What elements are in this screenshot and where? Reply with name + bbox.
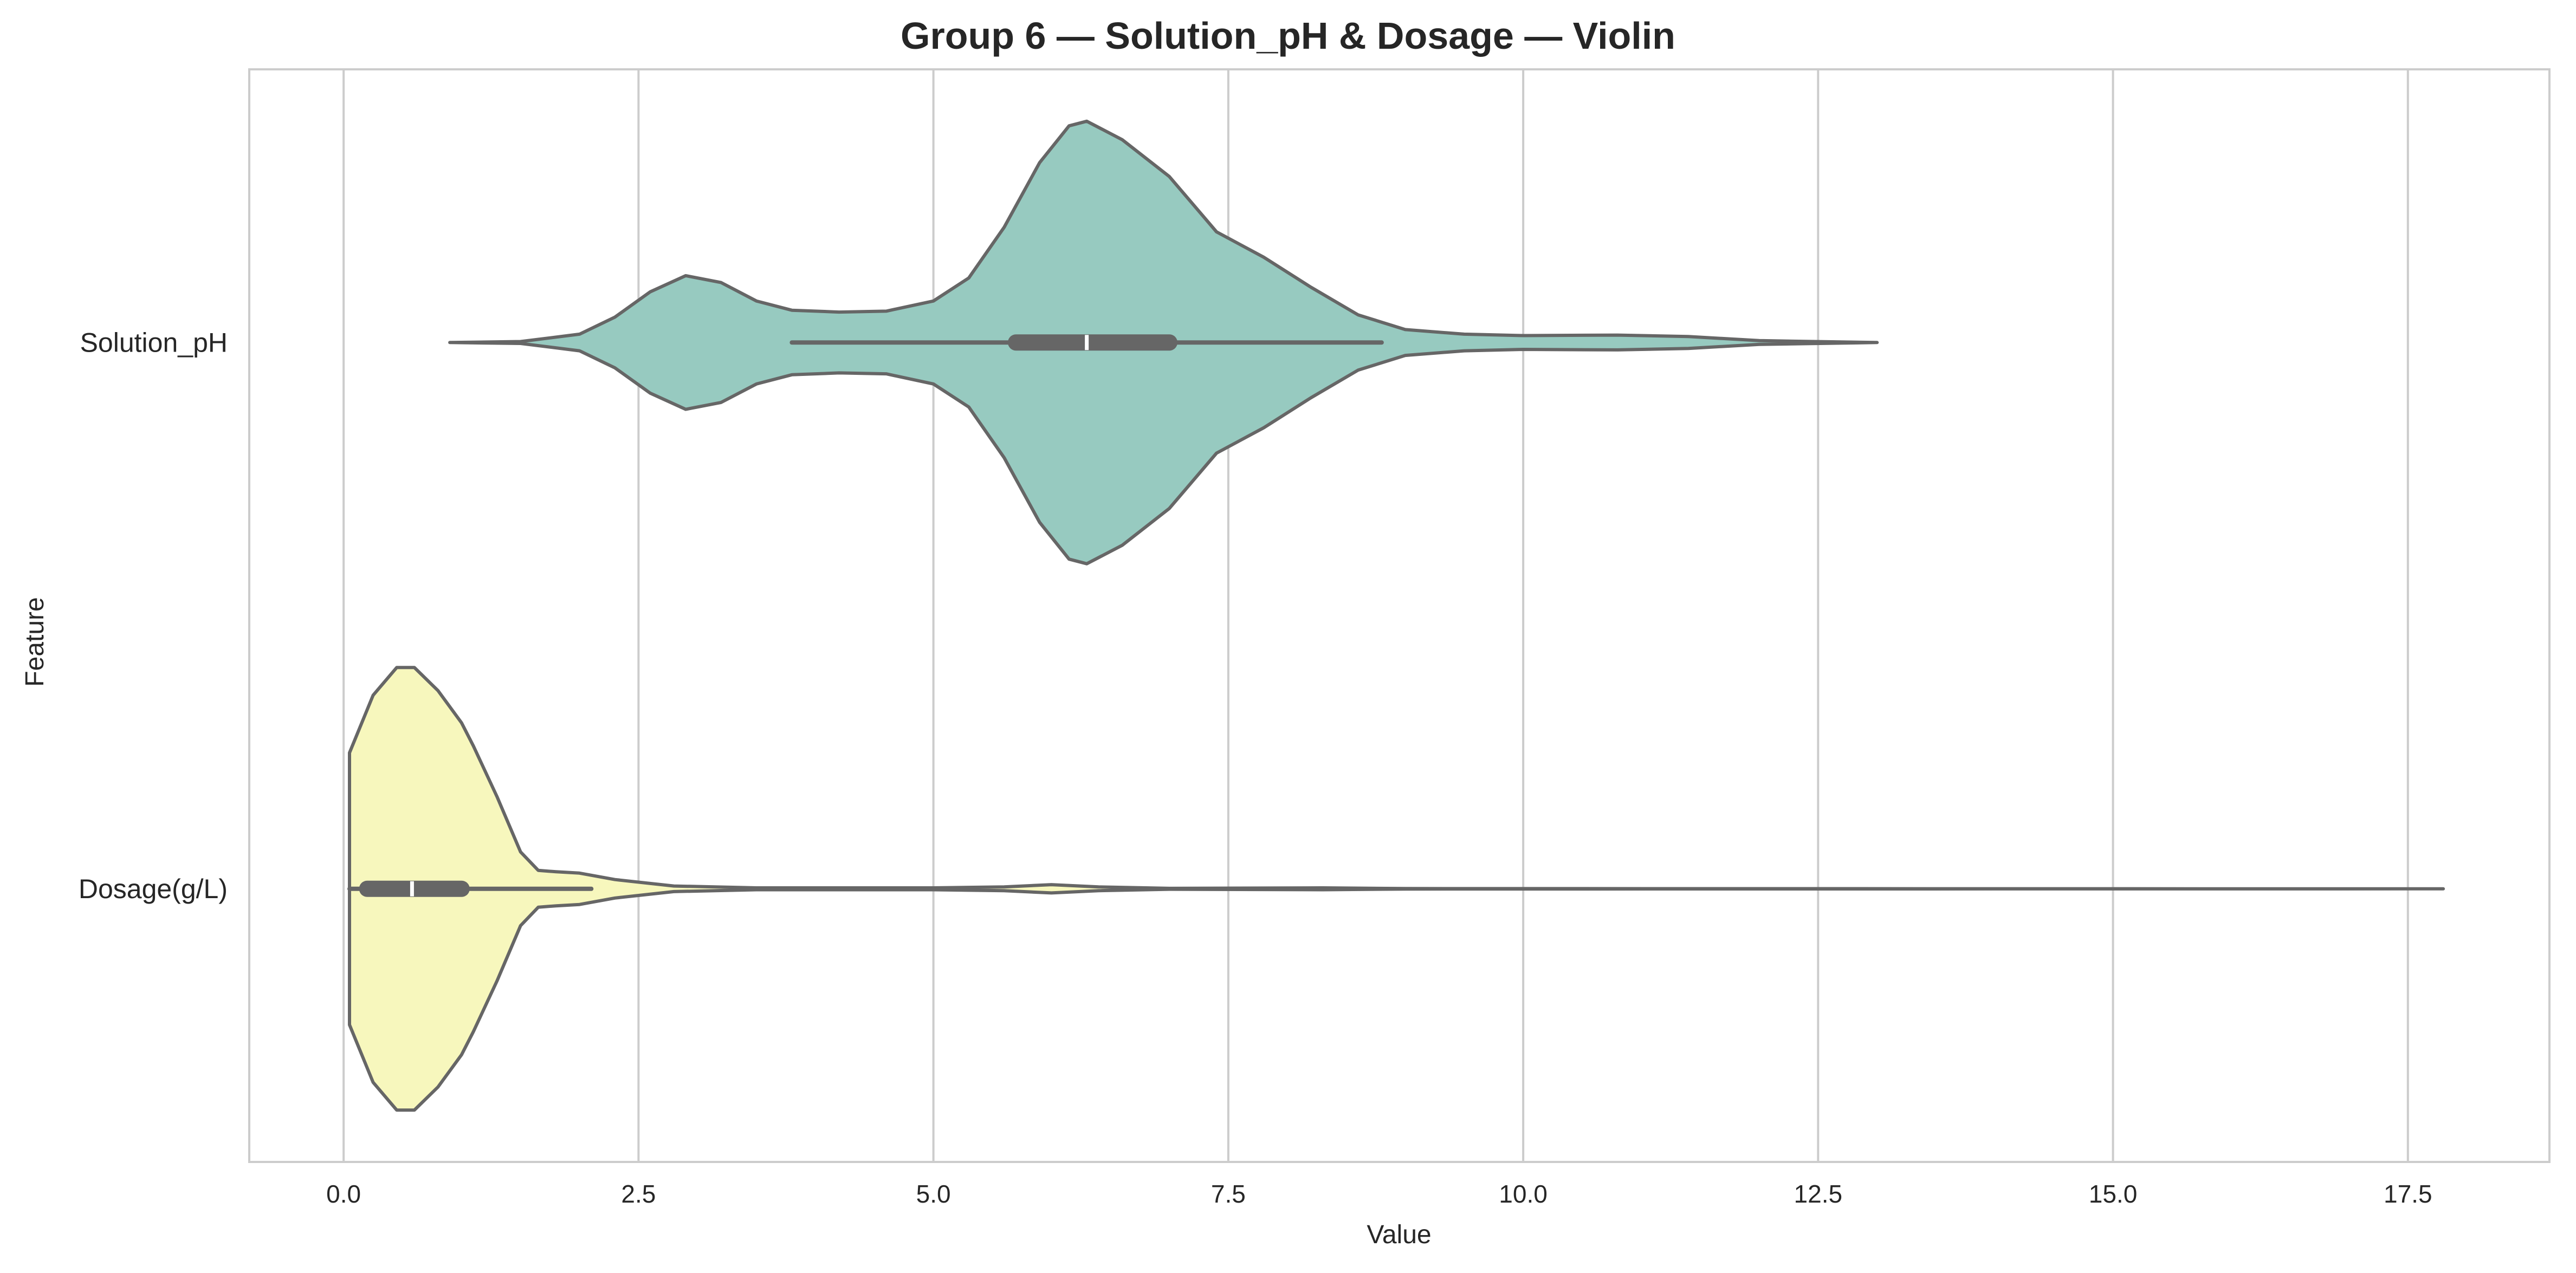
chart-title: Group 6 — Solution_pH & Dosage — Violin	[901, 15, 1675, 57]
y-axis-label: Feature	[21, 597, 49, 686]
x-tick-label: 2.5	[621, 1180, 656, 1208]
violins	[347, 119, 2445, 1112]
grid	[342, 69, 2409, 1162]
x-tick-label: 15.0	[2089, 1180, 2138, 1208]
x-axis-label: Value	[1367, 1220, 1431, 1249]
x-tick-label: 0.0	[326, 1180, 361, 1208]
y-tick-label: Dosage(g/L)	[79, 874, 228, 904]
y-tick-label: Solution_pH	[80, 327, 228, 358]
plot-frame	[248, 68, 2551, 1163]
x-tick-label: 12.5	[1794, 1180, 1843, 1208]
y-tick-labels: Solution_pH Dosage(g/L)	[79, 327, 228, 904]
x-tick-label: 5.0	[916, 1180, 951, 1208]
x-tick-label: 7.5	[1211, 1180, 1246, 1208]
x-tick-labels: 0.0 2.5 5.0 7.5 10.0 12.5 15.0 17.5	[326, 1180, 2432, 1208]
violin-body	[348, 666, 2445, 1112]
x-tick-label: 17.5	[2384, 1180, 2432, 1208]
x-tick-label: 10.0	[1499, 1180, 1548, 1208]
